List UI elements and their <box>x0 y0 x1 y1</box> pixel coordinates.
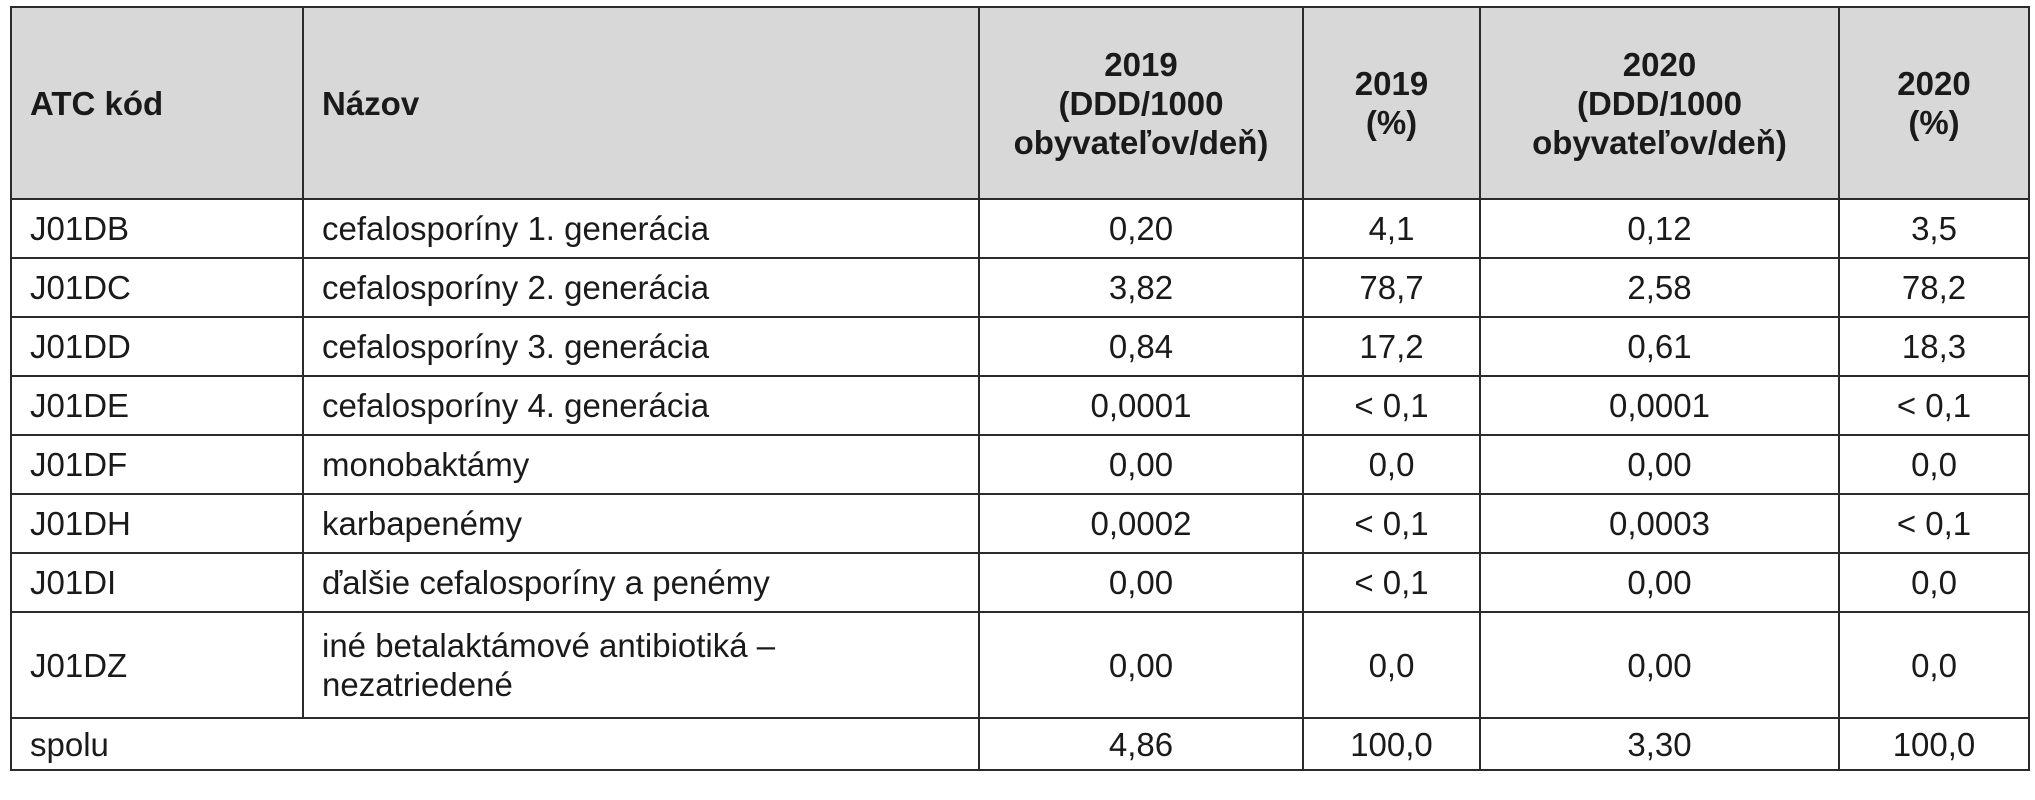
ddd-2020-cell: 2,58 <box>1479 257 1840 318</box>
atc-code-cell: J01DE <box>10 375 304 436</box>
atc-code-cell: J01DZ <box>10 611 304 719</box>
name-cell: cefalosporíny 1. generácia <box>302 198 980 259</box>
name-cell: karbapenémy <box>302 493 980 554</box>
name-line: iné betalaktámové antibiotiká – <box>322 627 776 664</box>
header-pct-2020-line: 2020 <box>1897 65 1971 102</box>
ddd-2019-cell: 0,0002 <box>978 493 1304 554</box>
header-ddd-2020-line: (DDD/1000 <box>1576 84 1743 122</box>
table-row: J01DF monobaktámy 0,00 0,0 0,00 0,0 <box>10 434 2030 495</box>
table-row: J01DZ iné betalaktámové antibiotiká – ne… <box>10 611 2030 719</box>
pct-2020-cell: 0,0 <box>1838 434 2030 495</box>
header-pct-2019-line: (%) <box>1365 104 1418 141</box>
header-ddd-2020-line: 2020 <box>1622 45 1697 83</box>
name-cell: cefalosporíny 3. generácia <box>302 316 980 377</box>
total-row: spolu 4,86 100,0 3,30 100,0 <box>10 717 2030 771</box>
total-label: spolu <box>10 717 980 771</box>
ddd-2020-cell: 0,61 <box>1479 316 1840 377</box>
table-header: ATC kód Názov 2019 (DDD/1000 obyvateľov/… <box>10 6 2030 200</box>
name-cell: iné betalaktámové antibiotiká – nezatrie… <box>302 611 980 719</box>
ddd-2020-cell: 0,00 <box>1479 552 1840 613</box>
pct-2020-cell: 0,0 <box>1838 611 2030 719</box>
table-row: J01DH karbapenémy 0,0002 < 0,1 0,0003 < … <box>10 493 2030 554</box>
header-row: ATC kód Názov 2019 (DDD/1000 obyvateľov/… <box>10 6 2030 200</box>
atc-code-cell: J01DH <box>10 493 304 554</box>
pct-2020-cell: 78,2 <box>1838 257 2030 318</box>
pct-2020-cell: 18,3 <box>1838 316 2030 377</box>
ddd-2019-cell: 0,00 <box>978 434 1304 495</box>
ddd-2019-cell: 3,82 <box>978 257 1304 318</box>
name-cell: cefalosporíny 2. generácia <box>302 257 980 318</box>
total-ddd-2019: 4,86 <box>978 717 1304 771</box>
header-pct-2019-line: 2019 <box>1354 65 1429 102</box>
cephalosporin-consumption-table: ATC kód Názov 2019 (DDD/1000 obyvateľov/… <box>10 6 2030 771</box>
atc-code-cell: J01DI <box>10 552 304 613</box>
total-pct-2020: 100,0 <box>1838 717 2030 771</box>
atc-code-cell: J01DF <box>10 434 304 495</box>
header-ddd-2020: 2020 (DDD/1000 obyvateľov/deň) <box>1479 6 1840 200</box>
ddd-2020-cell: 0,00 <box>1479 611 1840 719</box>
header-pct-2020-line: (%) <box>1908 104 1960 141</box>
ddd-2020-cell: 0,0003 <box>1479 493 1840 554</box>
name-cell: cefalosporíny 4. generácia <box>302 375 980 436</box>
pct-2019-cell: < 0,1 <box>1302 375 1481 436</box>
header-atc-code: ATC kód <box>10 6 304 200</box>
header-ddd-2019-line: (DDD/1000 <box>1058 84 1224 122</box>
total-pct-2019: 100,0 <box>1302 717 1481 771</box>
header-ddd-2019: 2019 (DDD/1000 obyvateľov/deň) <box>978 6 1304 200</box>
header-pct-2019: 2019 (%) <box>1302 6 1481 200</box>
atc-code-cell: J01DB <box>10 198 304 259</box>
table-body: J01DB cefalosporíny 1. generácia 0,20 4,… <box>10 198 2030 771</box>
name-cell: ďalšie cefalosporíny a penémy <box>302 552 980 613</box>
ddd-2019-cell: 0,00 <box>978 552 1304 613</box>
pct-2020-cell: < 0,1 <box>1838 493 2030 554</box>
pct-2019-cell: 0,0 <box>1302 434 1481 495</box>
pct-2019-cell: 78,7 <box>1302 257 1481 318</box>
ddd-2019-cell: 0,0001 <box>978 375 1304 436</box>
pct-2019-cell: 17,2 <box>1302 316 1481 377</box>
atc-code-cell: J01DC <box>10 257 304 318</box>
table-row: J01DE cefalosporíny 4. generácia 0,0001 … <box>10 375 2030 436</box>
pct-2020-cell: 0,0 <box>1838 552 2030 613</box>
header-pct-2020: 2020 (%) <box>1838 6 2030 200</box>
table-row: J01DD cefalosporíny 3. generácia 0,84 17… <box>10 316 2030 377</box>
ddd-2020-cell: 0,12 <box>1479 198 1840 259</box>
header-ddd-2019-line: 2019 <box>1104 45 1178 83</box>
table-row: J01DC cefalosporíny 2. generácia 3,82 78… <box>10 257 2030 318</box>
pct-2019-cell: 4,1 <box>1302 198 1481 259</box>
pct-2019-cell: 0,0 <box>1302 611 1481 719</box>
ddd-2020-cell: 0,00 <box>1479 434 1840 495</box>
table-row: J01DB cefalosporíny 1. generácia 0,20 4,… <box>10 198 2030 259</box>
atc-code-cell: J01DD <box>10 316 304 377</box>
header-ddd-2019-line: obyvateľov/deň) <box>1013 123 1269 161</box>
ddd-2020-cell: 0,0001 <box>1479 375 1840 436</box>
pct-2019-cell: < 0,1 <box>1302 493 1481 554</box>
name-line: nezatriedené <box>322 666 513 703</box>
total-ddd-2020: 3,30 <box>1479 717 1840 771</box>
name-cell: monobaktámy <box>302 434 980 495</box>
header-ddd-2020-line: obyvateľov/deň) <box>1532 123 1787 161</box>
table-row: J01DI ďalšie cefalosporíny a penémy 0,00… <box>10 552 2030 613</box>
header-name: Názov <box>302 6 980 200</box>
pct-2019-cell: < 0,1 <box>1302 552 1481 613</box>
pct-2020-cell: 3,5 <box>1838 198 2030 259</box>
ddd-2019-cell: 0,00 <box>978 611 1304 719</box>
ddd-2019-cell: 0,84 <box>978 316 1304 377</box>
pct-2020-cell: < 0,1 <box>1838 375 2030 436</box>
ddd-2019-cell: 0,20 <box>978 198 1304 259</box>
